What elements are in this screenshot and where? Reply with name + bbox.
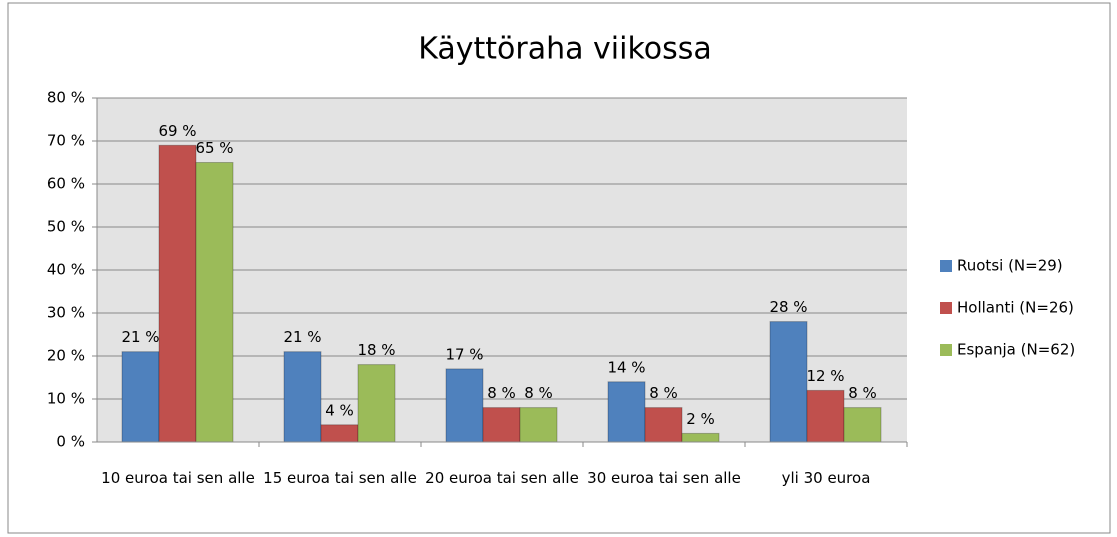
x-tick-label: 15 euroa tai sen alle	[263, 469, 417, 487]
data-label: 8 %	[649, 384, 678, 402]
x-tick-label: yli 30 euroa	[781, 469, 871, 487]
data-label: 8 %	[848, 384, 877, 402]
bar	[320, 424, 359, 443]
data-label: 21 %	[283, 328, 321, 346]
data-label: 21 %	[121, 328, 159, 346]
data-label: 4 %	[325, 401, 354, 419]
legend-label: Ruotsi (N=29)	[957, 257, 1063, 275]
x-tick-label: 10 euroa tai sen alle	[101, 469, 255, 487]
bar	[843, 407, 882, 443]
legend-label: Hollanti (N=26)	[957, 299, 1074, 317]
bar	[121, 351, 160, 443]
bar	[519, 407, 558, 443]
data-label: 8 %	[524, 384, 553, 402]
chart-title: Käyttöraha viikossa	[418, 32, 712, 67]
x-tick-label: 30 euroa tai sen alle	[587, 469, 741, 487]
bar	[607, 381, 646, 443]
bar	[806, 389, 845, 443]
data-label: 12 %	[806, 367, 844, 385]
y-tick-label: 80 %	[47, 89, 85, 107]
bar	[445, 368, 484, 443]
bar	[769, 321, 808, 443]
data-label: 69 %	[158, 122, 196, 140]
y-tick-label: 20 %	[47, 347, 85, 365]
y-tick-label: 10 %	[47, 390, 85, 408]
data-label: 2 %	[686, 410, 715, 428]
bar	[158, 144, 197, 443]
data-label: 17 %	[445, 345, 483, 363]
bar	[644, 407, 683, 443]
y-tick-label: 40 %	[47, 261, 85, 279]
data-label: 28 %	[769, 298, 807, 316]
bar	[283, 351, 322, 443]
data-label: 65 %	[195, 139, 233, 157]
legend-swatch	[940, 260, 952, 272]
legend-swatch	[940, 344, 952, 356]
y-tick-label: 60 %	[47, 175, 85, 193]
data-label: 18 %	[357, 341, 395, 359]
bar	[681, 432, 720, 443]
legend-swatch	[940, 302, 952, 314]
bar	[357, 364, 396, 443]
y-tick-label: 50 %	[47, 218, 85, 236]
bar	[482, 407, 521, 443]
bar	[195, 162, 234, 443]
y-tick-label: 30 %	[47, 304, 85, 322]
legend-label: Espanja (N=62)	[957, 341, 1075, 359]
y-tick-label: 0 %	[56, 433, 85, 451]
data-label: 8 %	[487, 384, 516, 402]
x-tick-label: 20 euroa tai sen alle	[425, 469, 579, 487]
y-tick-label: 70 %	[47, 132, 85, 150]
data-label: 14 %	[607, 358, 645, 376]
